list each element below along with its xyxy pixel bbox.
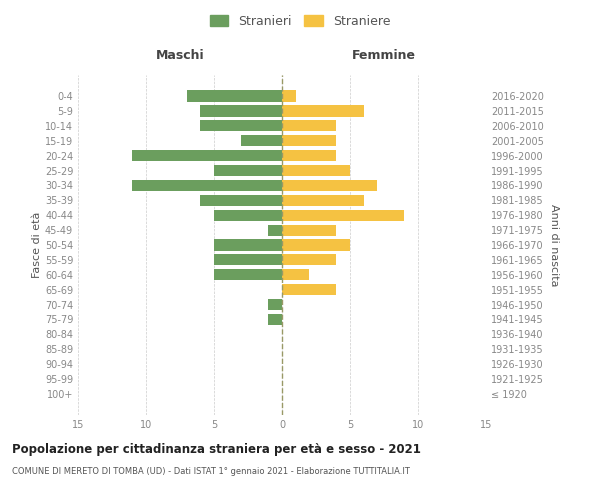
Bar (214, 165, 282, 176)
Bar (282, 240, 350, 250)
Y-axis label: Anni di nascita: Anni di nascita (549, 204, 559, 286)
Bar (268, 224, 282, 235)
Bar (200, 120, 282, 132)
Text: COMUNE DI MERETO DI TOMBA (UD) - Dati ISTAT 1° gennaio 2021 - Elaborazione TUTTI: COMUNE DI MERETO DI TOMBA (UD) - Dati IS… (12, 468, 410, 476)
Bar (282, 90, 296, 102)
Bar (282, 106, 364, 117)
Bar (200, 106, 282, 117)
Text: Popolazione per cittadinanza straniera per età e sesso - 2021: Popolazione per cittadinanza straniera p… (12, 442, 421, 456)
Bar (133, 150, 282, 161)
Text: Femmine: Femmine (352, 50, 416, 62)
Bar (214, 240, 282, 250)
Bar (214, 269, 282, 280)
Legend: Stranieri, Straniere: Stranieri, Straniere (206, 11, 394, 32)
Bar (282, 150, 337, 161)
Bar (282, 180, 377, 191)
Bar (187, 90, 282, 102)
Bar (282, 269, 309, 280)
Bar (282, 165, 350, 176)
Bar (214, 210, 282, 221)
Bar (268, 314, 282, 325)
Text: Maschi: Maschi (155, 50, 205, 62)
Bar (282, 210, 404, 221)
Bar (241, 135, 282, 146)
Bar (282, 194, 364, 206)
Y-axis label: Fasce di età: Fasce di età (32, 212, 42, 278)
Bar (200, 194, 282, 206)
Bar (282, 254, 337, 266)
Bar (282, 120, 337, 132)
Bar (133, 180, 282, 191)
Bar (282, 135, 337, 146)
Bar (282, 284, 337, 296)
Bar (268, 299, 282, 310)
Bar (282, 224, 337, 235)
Bar (214, 254, 282, 266)
